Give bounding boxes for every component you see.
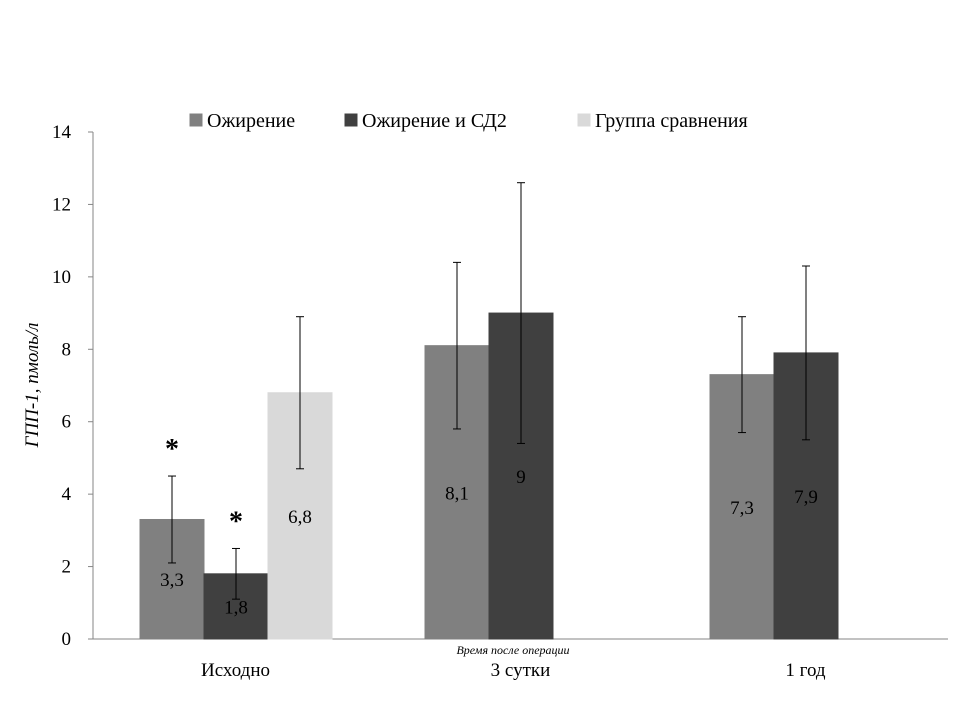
significance-marker: * bbox=[165, 434, 179, 465]
legend: Ожирение Ожирение и СД2 Группа сравнения bbox=[189, 110, 748, 132]
legend-swatch bbox=[577, 113, 591, 127]
data-label: 9 bbox=[516, 467, 526, 488]
data-label: 8,1 bbox=[445, 483, 469, 504]
y-axis-title: ГПП-1, пмоль/л bbox=[22, 323, 43, 449]
x-tick-label: 1 год bbox=[785, 660, 826, 681]
data-labels: 3,3 8,1 7,3 1,8 9 7,9 6,8 bbox=[160, 467, 818, 618]
x-tick-label: 3 сутки bbox=[491, 660, 551, 681]
y-axis: 0 2 4 6 8 10 12 14 bbox=[52, 122, 94, 650]
y-tick-label: 6 bbox=[62, 412, 72, 433]
significance-markers: ** bbox=[165, 434, 243, 537]
legend-swatch bbox=[189, 113, 203, 127]
data-label: 3,3 bbox=[160, 570, 184, 591]
legend-label: Ожирение bbox=[207, 110, 295, 132]
bars bbox=[139, 312, 839, 640]
legend-label: Ожирение и СД2 bbox=[362, 110, 507, 132]
x-axis-title: Время после операции bbox=[456, 643, 569, 657]
y-tick-label: 10 bbox=[52, 267, 71, 288]
data-label: 7,3 bbox=[730, 498, 754, 519]
y-tick-label: 0 bbox=[62, 629, 72, 650]
y-tick-label: 4 bbox=[62, 484, 72, 505]
x-tick-label: Исходно bbox=[201, 660, 270, 681]
significance-marker: * bbox=[229, 506, 243, 537]
legend-label: Группа сравнения bbox=[595, 110, 748, 132]
error-bars bbox=[168, 182, 810, 600]
data-label: 6,8 bbox=[288, 507, 312, 528]
y-tick-label: 12 bbox=[52, 194, 71, 215]
data-label: 1,8 bbox=[224, 597, 248, 618]
legend-swatch bbox=[344, 113, 358, 127]
y-tick-label: 8 bbox=[62, 339, 72, 360]
y-tick-label: 14 bbox=[52, 122, 72, 143]
data-label: 7,9 bbox=[794, 487, 818, 508]
y-tick-label: 2 bbox=[62, 557, 72, 578]
